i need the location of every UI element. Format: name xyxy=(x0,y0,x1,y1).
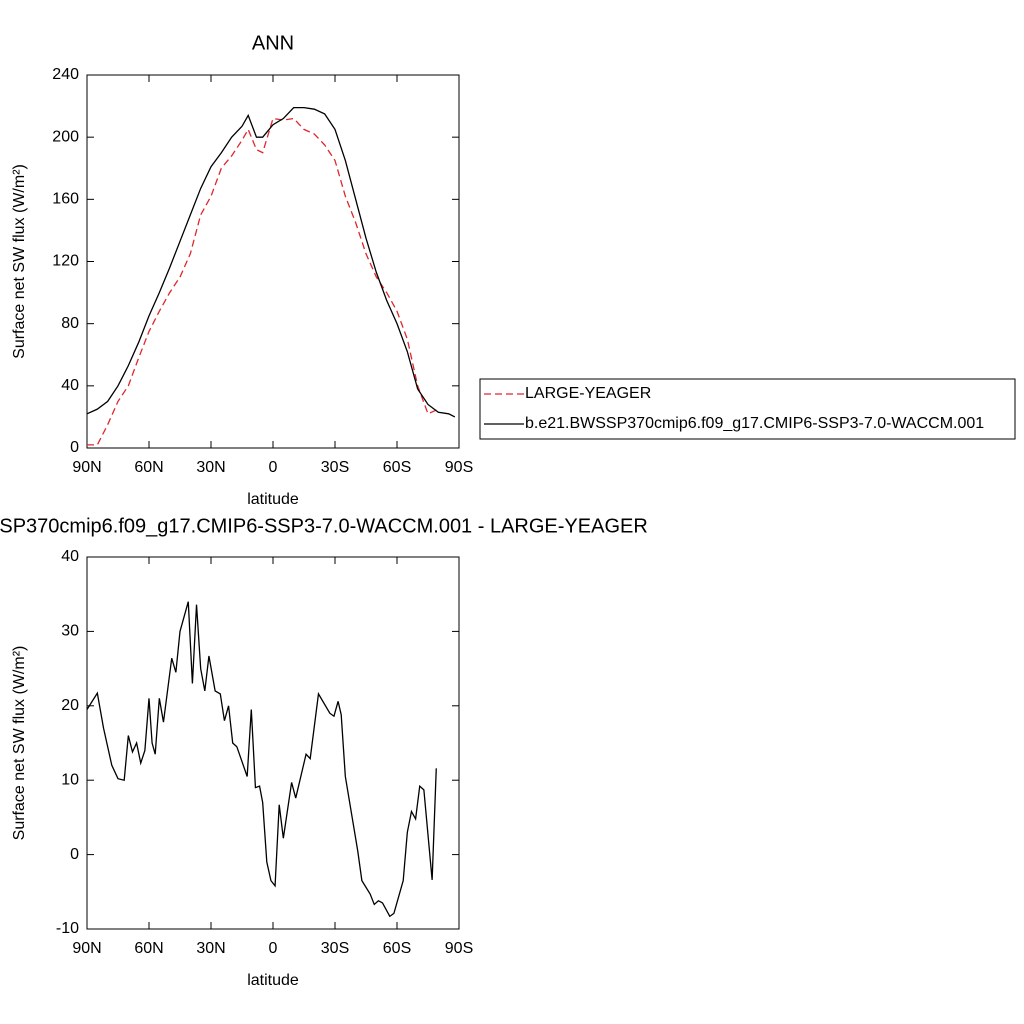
y-tick-label: 160 xyxy=(52,191,79,208)
x-tick-label: 60S xyxy=(383,459,411,476)
y-tick-label: 240 xyxy=(52,66,79,83)
plot-frame xyxy=(86,74,460,449)
x-tick-label: 90N xyxy=(72,940,101,957)
x-tick-label: 90S xyxy=(445,459,473,476)
legend-box xyxy=(479,378,1016,440)
y-tick-label: 40 xyxy=(61,377,79,394)
chart-title: b.e21.BWSSP370cmip6.f09_g17.CMIP6-SSP3-7… xyxy=(0,515,648,537)
y-axis-label: Surface net SW flux (W/m²) xyxy=(11,646,28,841)
y-tick-label: 0 xyxy=(70,439,79,456)
x-tick-label: 60N xyxy=(134,459,163,476)
legend-label: b.e21.BWSSP370cmip6.f09_g17.CMIP6-SSP3-7… xyxy=(525,415,984,432)
chart-title: ANN xyxy=(252,32,294,54)
y-tick-label: 80 xyxy=(61,315,79,332)
x-tick-label: 60N xyxy=(134,940,163,957)
y-tick-label: 40 xyxy=(61,548,79,565)
x-tick-label: 0 xyxy=(269,940,278,957)
x-axis-label: latitude xyxy=(247,491,299,508)
y-tick-label: 200 xyxy=(52,128,79,145)
legend-label: LARGE-YEAGER xyxy=(525,385,651,402)
x-axis-label: latitude xyxy=(247,972,299,989)
x-tick-label: 60S xyxy=(383,940,411,957)
x-tick-label: 90N xyxy=(72,459,101,476)
y-tick-label: 20 xyxy=(61,697,79,714)
y-tick-label: 120 xyxy=(52,253,79,270)
x-tick-label: 30N xyxy=(196,940,225,957)
x-tick-label: 30S xyxy=(321,940,349,957)
y-tick-label: 0 xyxy=(70,846,79,863)
y-tick-label: 10 xyxy=(61,771,79,788)
data-line xyxy=(87,117,439,446)
y-tick-label: 30 xyxy=(61,623,79,640)
x-tick-label: 0 xyxy=(269,459,278,476)
data-line xyxy=(86,601,437,918)
x-tick-label: 90S xyxy=(445,940,473,957)
y-axis-label: Surface net SW flux (W/m²) xyxy=(11,164,28,359)
x-tick-label: 30N xyxy=(196,459,225,476)
data-line xyxy=(86,106,456,418)
x-tick-label: 30S xyxy=(321,459,349,476)
y-tick-label: -10 xyxy=(56,920,79,937)
